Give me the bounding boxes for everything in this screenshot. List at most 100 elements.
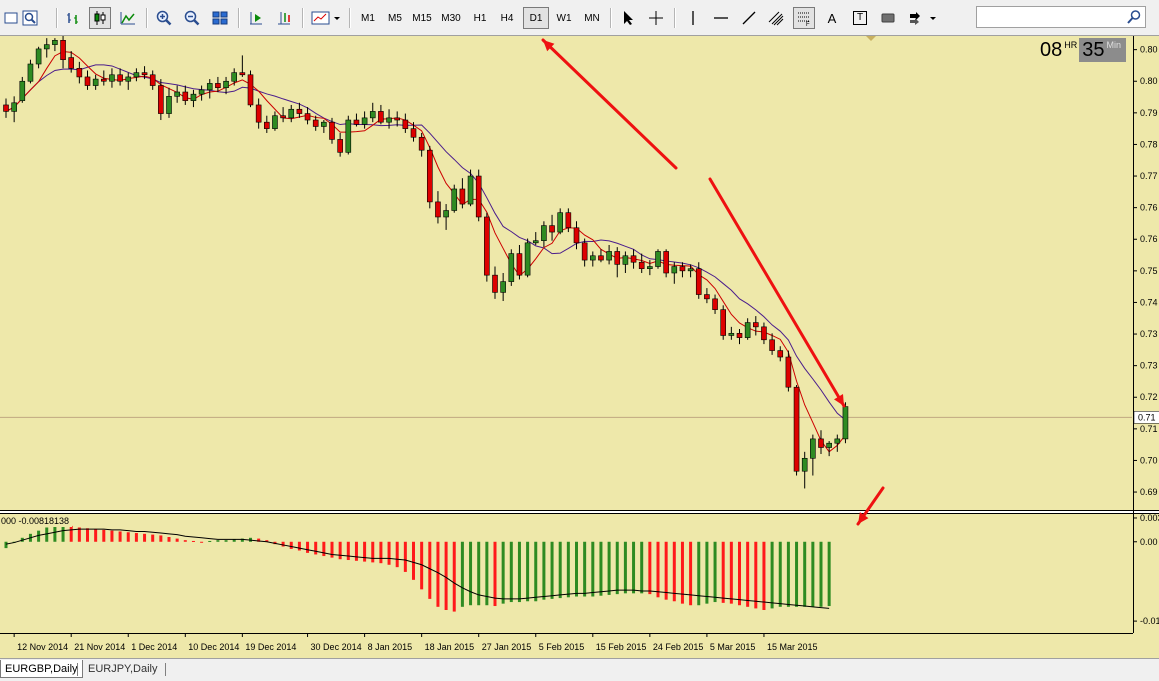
tab-eurjpy-daily[interactable]: EURJPY,Daily bbox=[88, 663, 158, 675]
chart-shift-button[interactable] bbox=[273, 7, 295, 29]
bearish-candle bbox=[76, 68, 83, 78]
bearish-candle bbox=[516, 253, 523, 276]
trendline-tool-button[interactable] bbox=[738, 7, 760, 29]
chart-window[interactable]: 0.80 0.80 0.79 0.78 0.77 0.76 0.76 0.75 0.74 0.73… bbox=[0, 36, 1159, 658]
price-tick-label: 0.70 bbox=[1140, 455, 1158, 465]
bullish-candle bbox=[27, 63, 34, 82]
macd-histogram-bar bbox=[583, 541, 587, 597]
candlestick-chart-button[interactable] bbox=[89, 7, 111, 29]
cursor-tool-button[interactable] bbox=[617, 7, 639, 29]
price-tick-label: 0.80 bbox=[1140, 45, 1158, 55]
macd-histogram-bar bbox=[436, 541, 440, 607]
bullish-candle bbox=[728, 333, 735, 336]
time-tick-label: 10 Dec 2014 bbox=[188, 642, 239, 652]
text-label-tool-button[interactable]: T bbox=[849, 7, 871, 29]
price-tick-label: 0.73 bbox=[1140, 329, 1158, 339]
annotation-arrow-to-d1-head bbox=[543, 40, 555, 52]
bullish-candle bbox=[231, 72, 237, 82]
bearish-candle bbox=[60, 40, 66, 61]
new-chart-button[interactable] bbox=[0, 7, 22, 29]
arrows-dropdown[interactable] bbox=[905, 7, 939, 29]
zoom-out-button[interactable] bbox=[181, 7, 203, 29]
bearish-candle bbox=[426, 149, 433, 203]
zoom-properties-button[interactable] bbox=[19, 7, 41, 29]
vertical-line-tool-button[interactable] bbox=[682, 7, 704, 29]
macd-histogram-bar bbox=[208, 540, 212, 542]
bullish-candle bbox=[744, 322, 751, 338]
macd-histogram-bar bbox=[232, 539, 236, 542]
price-tick-label: 0.80 bbox=[1140, 76, 1158, 86]
bearish-candle bbox=[418, 136, 425, 151]
macd-histogram-bar bbox=[281, 541, 285, 547]
chart-tabs-bar: EURGBP,Daily EURJPY,Daily bbox=[0, 658, 1159, 681]
bearish-candle bbox=[215, 83, 221, 89]
macd-histogram-bar bbox=[403, 541, 407, 572]
timeframe-m5-button[interactable]: M5 bbox=[388, 12, 402, 24]
macd-histogram-bar bbox=[4, 541, 8, 549]
toolbar-separator bbox=[146, 8, 148, 28]
fibonacci-tool-button[interactable]: F bbox=[793, 7, 815, 29]
bullish-candle bbox=[288, 108, 295, 119]
tab-eurgbp-daily[interactable]: EURGBP,Daily bbox=[0, 660, 83, 678]
timeframe-h4-button[interactable]: H4 bbox=[500, 12, 514, 24]
bullish-candle bbox=[174, 91, 180, 97]
macd-histogram-bar bbox=[509, 541, 513, 603]
horizontal-line-tool-button[interactable] bbox=[710, 7, 732, 29]
timeframe-m30-button[interactable]: M30 bbox=[441, 12, 461, 24]
rectangle-tool-button[interactable] bbox=[877, 7, 899, 29]
macd-histogram-bar bbox=[485, 541, 489, 606]
search-box[interactable] bbox=[976, 6, 1146, 28]
macd-histogram-bar bbox=[534, 541, 538, 602]
chart-shift-marker bbox=[866, 36, 876, 41]
timeframe-d1-button[interactable]: D1 bbox=[523, 7, 549, 29]
macd-histogram-bar bbox=[412, 541, 415, 580]
macd-histogram-bar bbox=[265, 540, 269, 542]
bullish-candle bbox=[532, 240, 539, 244]
line-chart-button[interactable] bbox=[117, 7, 139, 29]
zoom-out-icon bbox=[184, 10, 200, 26]
channel-tool-button[interactable] bbox=[765, 7, 787, 29]
macd-histogram-bar bbox=[469, 541, 473, 606]
macd-histogram-bar bbox=[330, 541, 334, 558]
bearish-candle bbox=[247, 74, 254, 106]
bullish-candle bbox=[43, 44, 50, 50]
time-tick-label: 5 Feb 2015 bbox=[539, 642, 585, 652]
chart-autoscroll-button[interactable] bbox=[245, 7, 267, 29]
chart-canvas[interactable]: 0.80 0.80 0.79 0.78 0.77 0.76 0.76 0.75 0.74 0.73… bbox=[0, 36, 1159, 658]
bullish-candle bbox=[133, 72, 140, 78]
time-tick-label: 8 Jan 2015 bbox=[368, 642, 413, 652]
search-input[interactable] bbox=[980, 8, 1134, 28]
bullish-candle bbox=[206, 83, 213, 91]
window-icon bbox=[4, 12, 18, 24]
macd-histogram-bar bbox=[680, 541, 684, 604]
indicators-dropdown[interactable] bbox=[309, 7, 343, 29]
bullish-candle bbox=[361, 117, 368, 125]
bullish-candle bbox=[35, 48, 42, 65]
macd-histogram-bar bbox=[729, 541, 733, 604]
annotation-arrow-to-price-head bbox=[834, 394, 844, 406]
timeframe-m1-button[interactable]: M1 bbox=[361, 12, 375, 24]
bullish-candle bbox=[687, 268, 694, 272]
cursor-arrow-icon bbox=[624, 11, 633, 25]
tile-windows-button[interactable] bbox=[209, 7, 231, 29]
time-tick-label: 5 Mar 2015 bbox=[710, 642, 756, 652]
crosshair-tool-button[interactable] bbox=[645, 7, 667, 29]
zoom-in-button[interactable] bbox=[153, 7, 175, 29]
bullish-candle bbox=[834, 438, 841, 444]
bullish-candle bbox=[589, 255, 596, 261]
timeframe-m15-button[interactable]: M15 bbox=[412, 12, 432, 24]
bullish-candle bbox=[223, 80, 229, 89]
bar-chart-button[interactable] bbox=[62, 7, 84, 29]
timeframe-h1-button[interactable]: H1 bbox=[473, 12, 487, 24]
bearish-candle bbox=[402, 119, 409, 129]
price-tick-label: 0.76 bbox=[1140, 203, 1158, 213]
macd-histogram-bar bbox=[444, 541, 448, 610]
macd-histogram-bar bbox=[240, 538, 244, 542]
bearish-candle bbox=[712, 298, 718, 310]
timeframe-w1-button[interactable]: W1 bbox=[556, 12, 572, 24]
timeframe-mn-button[interactable]: MN bbox=[584, 12, 600, 24]
macd-tick-label: -0.01 bbox=[1140, 616, 1159, 626]
text-tool-button[interactable]: A bbox=[821, 7, 843, 29]
search-icon[interactable] bbox=[1126, 9, 1142, 25]
text-label-tool-label: T bbox=[853, 11, 867, 25]
